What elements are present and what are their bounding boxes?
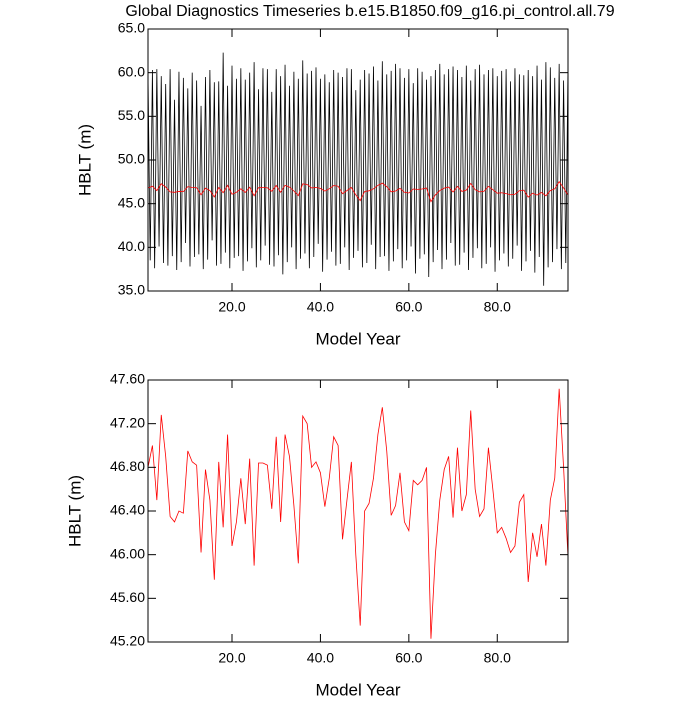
y-tick-label: 55.0	[118, 107, 145, 123]
y-tick-label: 45.60	[110, 589, 145, 605]
x-axis-label: Model Year	[315, 680, 400, 699]
y-tick-label: 46.40	[110, 502, 145, 518]
data-line	[147, 388, 569, 639]
data-line	[147, 52, 569, 286]
y-tick-label: 60.0	[118, 63, 145, 79]
x-tick-label: 80.0	[484, 650, 511, 666]
x-axis-label: Model Year	[315, 329, 400, 348]
x-tick-label: 40.0	[307, 299, 334, 315]
y-tick-label: 45.0	[118, 194, 145, 210]
x-tick-label: 20.0	[218, 299, 245, 315]
x-tick-label: 80.0	[484, 299, 511, 315]
y-tick-label: 40.0	[118, 238, 145, 254]
y-tick-label: 50.0	[118, 151, 145, 167]
chart-title: Global Diagnostics Timeseries b.e15.B185…	[125, 3, 614, 20]
y-tick-label: 47.20	[110, 414, 145, 430]
y-tick-label: 46.80	[110, 458, 145, 474]
plot-frame	[147, 379, 569, 643]
y-tick-label: 35.0	[118, 282, 145, 298]
x-tick-label: 20.0	[218, 650, 245, 666]
x-tick-label: 60.0	[395, 650, 422, 666]
x-tick-label: 40.0	[307, 650, 334, 666]
y-axis-label: HBLT (m)	[75, 124, 94, 196]
y-axis-label: HBLT (m)	[65, 475, 84, 547]
data-line	[147, 180, 569, 203]
x-tick-label: 60.0	[395, 299, 422, 315]
y-tick-label: 45.20	[110, 633, 145, 649]
y-tick-label: 65.0	[118, 20, 145, 36]
y-tick-label: 46.00	[110, 545, 145, 561]
y-tick-label: 47.60	[110, 371, 145, 387]
